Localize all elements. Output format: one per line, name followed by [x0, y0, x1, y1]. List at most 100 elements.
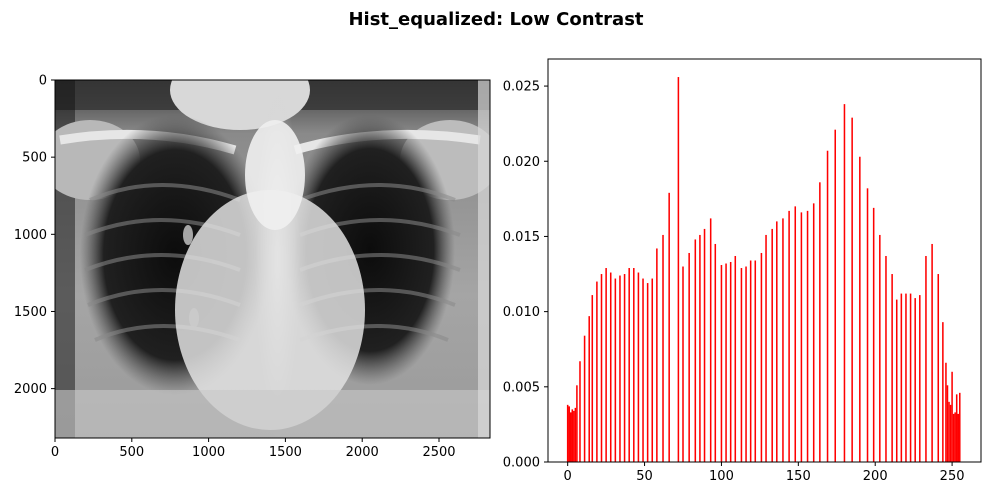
- histogram-bar: [905, 293, 907, 462]
- histogram-bar: [633, 268, 635, 462]
- histogram-bar: [957, 413, 960, 462]
- histogram-bar: [720, 265, 723, 462]
- histogram-y-tick-label: 0.025: [503, 80, 540, 95]
- histogram-axes-frame: [547, 58, 982, 463]
- histogram-bar: [949, 404, 952, 462]
- histogram-bar: [583, 335, 586, 462]
- xray-x-tick-label: 500: [119, 445, 144, 460]
- histogram-bar: [682, 266, 684, 462]
- histogram-bar: [951, 371, 953, 462]
- histogram-bar: [945, 362, 947, 462]
- histogram-bar: [694, 239, 697, 462]
- histogram-bar: [588, 316, 590, 462]
- histogram-bar: [605, 268, 607, 462]
- histogram-bar: [879, 234, 881, 462]
- histogram-bar: [745, 266, 747, 462]
- histogram-panel: 0 50 100 150 200 250 0.000 0.005 0.010 0.015 0.02…: [503, 58, 982, 484]
- histogram-x-tick-label: 0: [564, 469, 572, 484]
- histogram-bar: [662, 234, 664, 462]
- histogram-bar: [600, 274, 603, 462]
- xray-y-tick-label: 1500: [14, 305, 47, 320]
- histogram-x-tick-label: 200: [863, 469, 888, 484]
- histogram-bar: [891, 274, 893, 462]
- histogram-bar: [628, 268, 630, 462]
- histogram-bar: [699, 234, 701, 462]
- histogram-y-tick-label: 0.000: [503, 456, 540, 471]
- xray-x-tick-label: 1500: [269, 445, 302, 460]
- histogram-bar: [954, 412, 956, 462]
- histogram-bar: [703, 228, 706, 462]
- histogram-bar: [749, 260, 752, 462]
- histogram-bar: [714, 243, 717, 462]
- histogram-bar: [734, 255, 737, 462]
- histogram-bar: [668, 192, 670, 462]
- histogram-bar: [843, 104, 846, 462]
- histogram-bar: [909, 293, 912, 462]
- histogram-bar: [925, 255, 927, 462]
- histogram-y-tick-label: 0.015: [503, 230, 540, 245]
- histogram-bar: [569, 412, 572, 462]
- histogram-bar: [800, 212, 803, 462]
- histogram-bar: [826, 150, 829, 463]
- histogram-bar: [806, 210, 809, 462]
- histogram-bar: [709, 218, 712, 462]
- histogram-bar: [754, 260, 757, 462]
- histogram-bar: [794, 206, 797, 462]
- xray-x-ticks: 0 500 1000 1500 2000 2500: [51, 438, 456, 460]
- xray-x-tick-label: 2000: [346, 445, 379, 460]
- histogram-bar: [729, 262, 732, 462]
- histogram-y-tick-label: 0.005: [503, 380, 540, 395]
- histogram-bar: [596, 281, 598, 462]
- histogram-bar: [656, 248, 658, 462]
- histogram-bar: [885, 255, 887, 462]
- histogram-bar: [948, 401, 950, 462]
- histogram-bar: [740, 268, 743, 462]
- histogram-bar: [573, 410, 575, 462]
- histogram-x-tick-label: 50: [636, 469, 653, 484]
- histogram-bar: [959, 392, 961, 462]
- histogram-bar: [688, 252, 690, 462]
- histogram-bar: [872, 207, 875, 462]
- histogram-bar: [788, 210, 790, 462]
- histogram-bar: [819, 182, 821, 462]
- xray-y-tick-label: 1000: [14, 228, 47, 243]
- histogram-bar: [566, 404, 569, 462]
- histogram-bar: [568, 406, 570, 462]
- histogram-y-tick-label: 0.010: [503, 305, 540, 320]
- histogram-bar: [760, 252, 763, 462]
- histogram-bar: [646, 283, 649, 462]
- histogram-bar: [576, 385, 578, 462]
- histogram-bar: [895, 299, 898, 462]
- histogram-bar: [859, 156, 861, 462]
- histogram-bars: [566, 77, 961, 463]
- histogram-y-ticks: 0.000 0.005 0.010 0.015 0.020 0.025: [503, 80, 548, 471]
- figure-title: Hist_equalized: Low Contrast: [348, 9, 643, 30]
- histogram-bar: [609, 272, 612, 462]
- xray-y-tick-label: 500: [22, 151, 47, 166]
- histogram-bar: [955, 394, 958, 462]
- histogram-bar: [782, 218, 784, 462]
- histogram-bar: [637, 272, 640, 462]
- histogram-bar: [614, 278, 617, 462]
- histogram-bar: [591, 295, 594, 462]
- histogram-y-tick-label: 0.020: [503, 155, 540, 170]
- histogram-bar: [866, 188, 869, 462]
- histogram-bar: [765, 234, 767, 462]
- histogram-bar: [834, 129, 837, 463]
- histogram-x-tick-label: 250: [940, 469, 965, 484]
- xray-y-tick-label: 2000: [14, 382, 47, 397]
- xray-panel: 0 500 1000 1500 2000 2500 0 500 1000 1500 2000: [14, 74, 491, 460]
- histogram-bar: [937, 274, 940, 462]
- histogram-bar: [771, 228, 773, 462]
- xray-x-tick-label: 1000: [192, 445, 225, 460]
- histogram-bar: [942, 322, 944, 462]
- histogram-bar: [952, 413, 955, 462]
- histogram-bar: [579, 361, 581, 462]
- xray-x-tick-label: 0: [51, 445, 59, 460]
- histogram-bar: [725, 263, 727, 462]
- xray-x-tick-label: 2500: [422, 445, 455, 460]
- histogram-bar: [914, 298, 916, 462]
- histogram-bar: [574, 407, 577, 462]
- histogram-x-ticks: 0 50 100 150 200 250: [564, 462, 965, 484]
